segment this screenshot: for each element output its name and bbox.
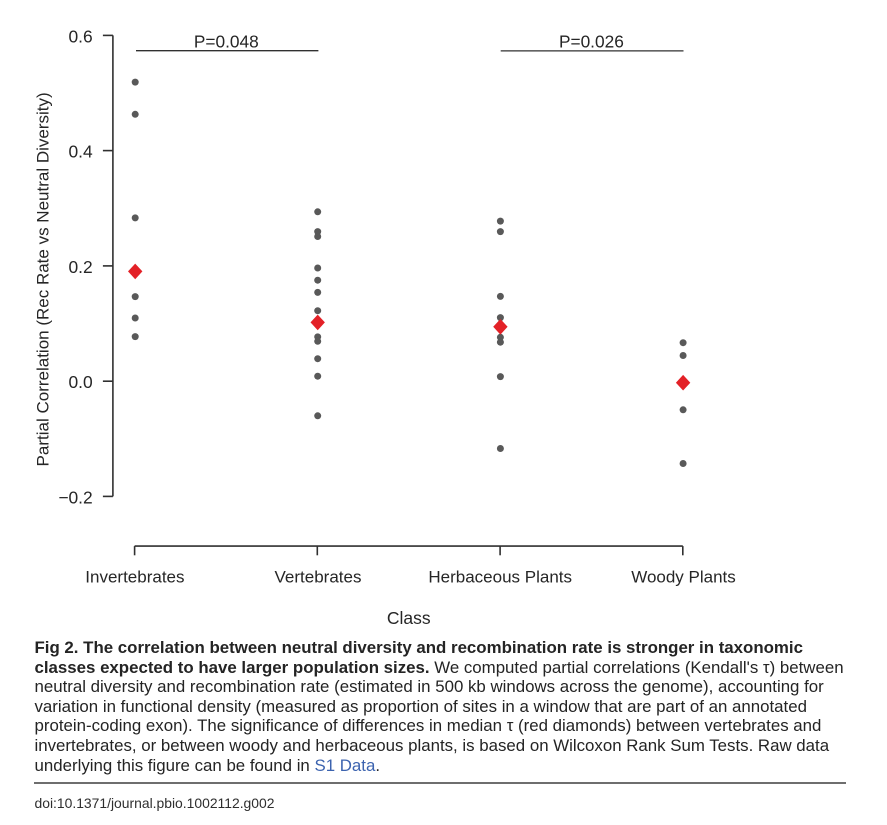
svg-text:P=0.026: P=0.026 <box>559 31 624 51</box>
svg-text:Invertebrates: Invertebrates <box>85 568 184 587</box>
svg-text:0.0: 0.0 <box>69 372 93 392</box>
svg-text:0.6: 0.6 <box>69 26 93 46</box>
svg-text:P=0.048: P=0.048 <box>194 31 259 51</box>
svg-text:Class: Class <box>387 608 431 628</box>
svg-text:0.4: 0.4 <box>69 142 94 162</box>
svg-text:Woody Plants: Woody Plants <box>631 568 736 587</box>
svg-text:Vertebrates: Vertebrates <box>275 568 362 587</box>
svg-text:Herbaceous Plants: Herbaceous Plants <box>428 568 572 587</box>
svg-text:0.2: 0.2 <box>69 257 93 277</box>
svg-text:Partial Correlation (Rec Rate: Partial Correlation (Rec Rate vs Neutral… <box>33 92 52 466</box>
svg-text:−0.2: −0.2 <box>58 487 92 507</box>
